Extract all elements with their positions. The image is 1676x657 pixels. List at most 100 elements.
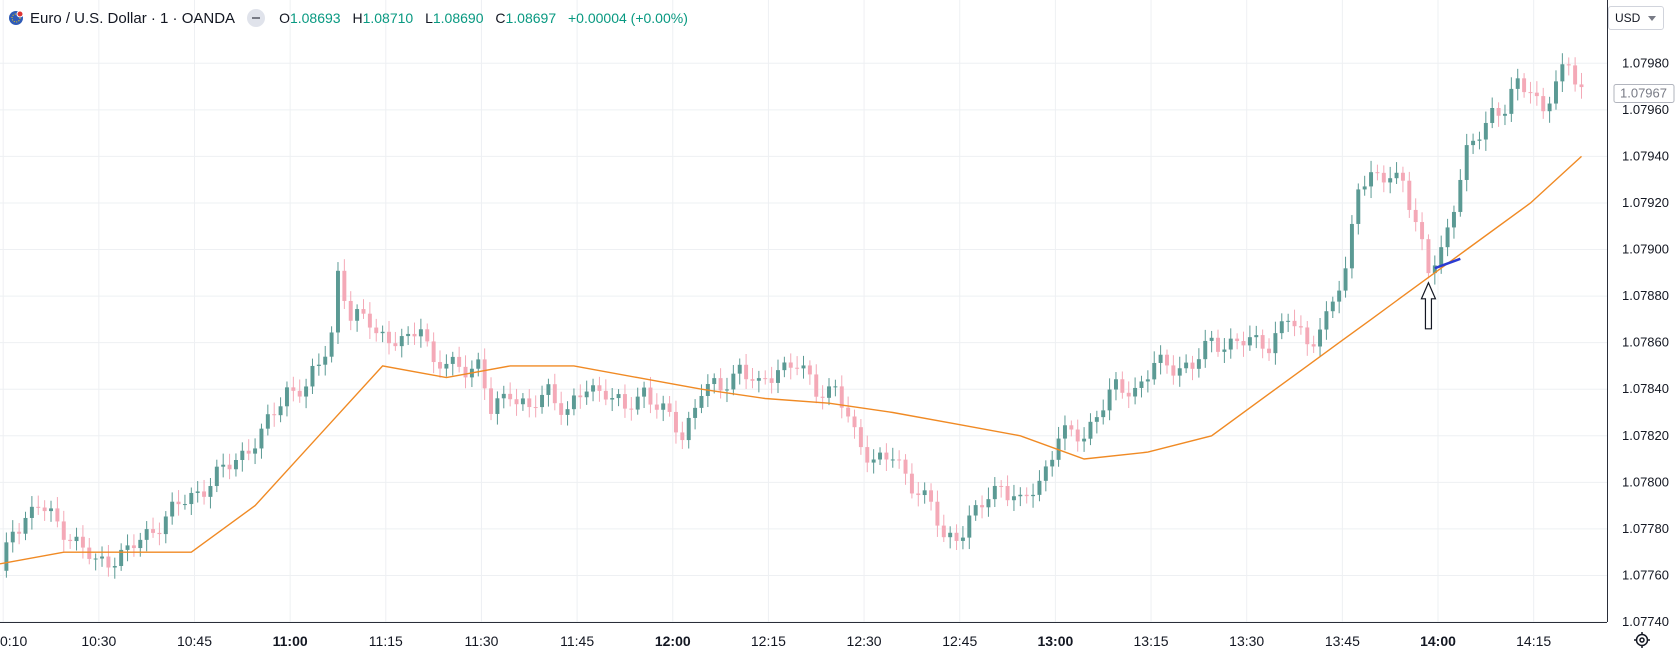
candle-body xyxy=(967,515,972,538)
symbol-title[interactable]: Euro / U.S. Dollar · 1 · OANDA xyxy=(30,9,236,27)
candle-body xyxy=(1439,247,1444,266)
candle-body xyxy=(189,492,194,505)
candle-body xyxy=(673,411,678,433)
candle-body xyxy=(297,390,302,397)
candle-body xyxy=(884,452,889,460)
candle-body xyxy=(1113,379,1118,390)
candle-body xyxy=(42,507,47,512)
x-tick-label: 12:30 xyxy=(847,633,882,649)
candle-body xyxy=(406,333,411,337)
candle-body xyxy=(1235,338,1240,342)
candle-body xyxy=(310,365,315,387)
candle-body xyxy=(731,373,736,390)
x-tick-label: 10:30 xyxy=(81,633,116,649)
candle-body xyxy=(1451,211,1456,228)
candle-body xyxy=(1394,172,1399,179)
candle-body xyxy=(418,329,423,337)
candle-body xyxy=(246,450,251,454)
candle-body xyxy=(756,378,761,381)
candle-body xyxy=(1273,333,1278,354)
candle-body xyxy=(1305,327,1310,345)
candle-body xyxy=(1247,337,1252,346)
candle-body xyxy=(769,378,774,383)
candle-body xyxy=(1133,387,1138,397)
x-tick-label: 14:00 xyxy=(1420,633,1456,649)
up-arrow-icon xyxy=(1420,281,1437,330)
candle-body xyxy=(1381,172,1386,183)
candle-body xyxy=(603,390,608,400)
ohlc-open-value: 1.08693 xyxy=(289,10,341,26)
candle-body xyxy=(833,386,838,388)
candle-body xyxy=(1445,227,1450,248)
currency-selector[interactable]: USD xyxy=(1608,6,1664,30)
candle-body xyxy=(635,396,640,410)
x-tick-label: 11:00 xyxy=(273,633,308,649)
candle-body xyxy=(782,362,787,371)
candle-body xyxy=(718,378,723,391)
candle-body xyxy=(367,313,372,328)
candle-body xyxy=(890,459,895,461)
candle-body xyxy=(788,362,793,368)
candle-body xyxy=(355,309,360,321)
candle-body xyxy=(552,384,557,404)
x-tick-label: 14:15 xyxy=(1516,633,1551,649)
ohlc-high-value: 1.08710 xyxy=(362,10,414,26)
candle-body xyxy=(195,491,200,493)
candle-body xyxy=(214,466,219,487)
candle-body xyxy=(144,529,149,540)
y-tick-label: 1.07760 xyxy=(1622,567,1669,582)
settings-icon[interactable] xyxy=(1630,628,1654,652)
candle-body xyxy=(112,566,117,568)
visibility-toggle-icon[interactable] xyxy=(247,9,266,27)
candle-body xyxy=(648,387,653,405)
symbol-legend: Euro / U.S. Dollar · 1 · OANDA O1.08693 … xyxy=(8,6,688,30)
candle-body xyxy=(1362,186,1367,190)
candle-body xyxy=(763,378,768,380)
ohlc-values: O1.08693 H1.08710 L1.08690 C1.08697 +0.0… xyxy=(279,10,688,26)
candle-body xyxy=(1515,78,1520,89)
candle-body xyxy=(1043,466,1048,481)
candle-body xyxy=(1464,145,1469,180)
candle-body xyxy=(922,490,927,496)
candle-body xyxy=(584,391,589,398)
candle-body xyxy=(1069,425,1074,430)
candle-body xyxy=(1400,172,1405,181)
candle-body xyxy=(176,501,181,505)
candle-body xyxy=(87,547,92,559)
x-tick-label: 13:00 xyxy=(1037,633,1073,649)
candle-body xyxy=(444,363,449,369)
candle-body xyxy=(1483,122,1488,140)
candle-body xyxy=(973,505,978,516)
candle-body xyxy=(744,364,749,380)
candle-body xyxy=(591,385,596,392)
candle-body xyxy=(1203,340,1208,360)
candle-body xyxy=(750,379,755,381)
candle-body xyxy=(1152,362,1157,380)
candle-body xyxy=(540,394,545,408)
candle-body xyxy=(240,450,245,460)
candle-body xyxy=(1216,337,1220,352)
candle-body xyxy=(380,331,385,334)
candle-body xyxy=(903,459,908,474)
candle-body xyxy=(654,404,659,410)
candle-body xyxy=(858,427,863,448)
y-tick-label: 1.07980 xyxy=(1622,55,1669,70)
candle-body xyxy=(527,398,532,408)
flag-logo-icon xyxy=(8,10,24,26)
candle-body xyxy=(1554,81,1558,104)
candle-body xyxy=(55,508,60,522)
candle-body xyxy=(1522,78,1527,93)
last-price-box xyxy=(1613,84,1675,104)
candle-body xyxy=(278,406,283,416)
candle-body xyxy=(1171,365,1176,376)
candle-body xyxy=(878,452,883,460)
candle-body xyxy=(1566,64,1571,66)
time-axis-bg xyxy=(0,623,1607,657)
candle-body xyxy=(476,359,481,369)
candle-body xyxy=(559,403,564,415)
candle-body xyxy=(916,493,921,496)
candle-body xyxy=(4,542,9,571)
ohlc-high-key: H xyxy=(352,10,363,26)
ohlc-low-key: L xyxy=(425,10,433,26)
